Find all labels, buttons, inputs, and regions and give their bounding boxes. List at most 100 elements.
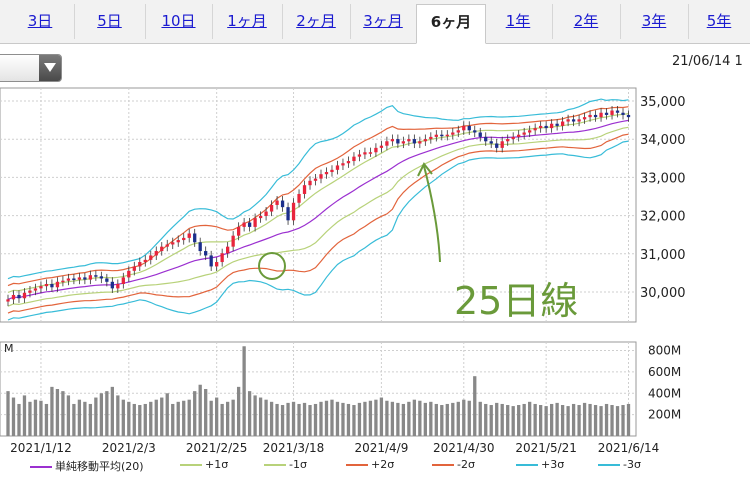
candle-body xyxy=(22,292,27,299)
candle-body xyxy=(560,121,565,126)
candle-body xyxy=(418,141,422,144)
candle-body xyxy=(121,277,125,284)
chart-type-select[interactable] xyxy=(0,54,62,82)
volume-bar xyxy=(434,403,438,436)
volume-bar xyxy=(610,405,614,436)
band-plus2-line xyxy=(7,106,629,287)
chevron-down-icon xyxy=(44,63,56,72)
volume-unit-label: M xyxy=(4,342,14,355)
volume-bar xyxy=(116,395,120,436)
volume-bar xyxy=(390,401,395,436)
volume-bar xyxy=(33,399,38,436)
tab-3[interactable]: 10日 xyxy=(145,4,213,39)
candle-body xyxy=(341,163,345,166)
x-tick-label: 2021/5/21 xyxy=(515,441,577,455)
volume-bar xyxy=(204,389,208,436)
volume-bar xyxy=(127,401,131,436)
candle-body xyxy=(445,134,449,137)
volume-bar xyxy=(226,401,230,436)
candle-body xyxy=(291,202,296,221)
volume-bar xyxy=(407,401,411,436)
volume-bar xyxy=(269,401,274,436)
volume-bar xyxy=(44,403,49,436)
tab-4[interactable]: 1ヶ月 xyxy=(212,4,283,39)
period-tab-bar: 3日 5日 10日 1ヶ月 2ヶ月 3ヶ月 6ヶ月 1年 2年 3年 5年 xyxy=(0,0,750,44)
candle-body xyxy=(423,139,427,142)
band-plus1-line xyxy=(7,113,629,294)
price-tick-label: 30,000 xyxy=(640,286,686,301)
volume-bar xyxy=(17,403,21,436)
tab-2[interactable]: 5日 xyxy=(74,4,146,39)
volume-bar xyxy=(352,405,356,436)
candle-body xyxy=(258,215,263,219)
volume-bar xyxy=(154,399,158,436)
band-minus3-line xyxy=(7,140,629,321)
volume-bar xyxy=(11,397,16,436)
candle-body xyxy=(379,145,384,148)
tab-11[interactable]: 5年 xyxy=(688,4,750,39)
candle-body xyxy=(401,141,406,144)
volume-bar xyxy=(363,401,367,436)
tab-9[interactable]: 2年 xyxy=(552,4,621,39)
candle-body xyxy=(83,277,87,280)
candle-body xyxy=(539,125,543,129)
candle-body xyxy=(17,294,21,299)
tab-7[interactable]: 6ヶ月 xyxy=(416,4,486,44)
tab-5[interactable]: 2ヶ月 xyxy=(282,4,351,39)
volume-bar xyxy=(445,403,449,436)
candle-body xyxy=(61,280,65,283)
candle-body xyxy=(544,125,548,129)
legend-label: 単純移動平均(20) xyxy=(55,460,144,473)
volume-bar xyxy=(171,403,175,436)
volume-bar xyxy=(247,391,252,436)
candle-body xyxy=(456,130,460,133)
volume-bar xyxy=(291,401,296,436)
candle-body xyxy=(209,255,213,267)
candle-body xyxy=(236,226,241,236)
volume-bar xyxy=(593,405,598,436)
candle-body xyxy=(66,278,71,281)
volume-bar xyxy=(577,405,581,436)
annotation-25day-line: 25日線 xyxy=(454,279,579,323)
candle-body xyxy=(517,134,521,137)
candle-body xyxy=(478,132,482,137)
candle-body xyxy=(549,123,554,129)
volume-bar xyxy=(324,400,329,436)
legend-item: -1σ xyxy=(264,458,307,471)
candle-body xyxy=(127,270,131,278)
candle-body xyxy=(138,262,142,267)
legend-label: +2σ xyxy=(371,458,395,471)
volume-bar xyxy=(160,397,164,436)
volume-bar xyxy=(495,402,499,436)
volume-bar xyxy=(319,401,323,436)
x-tick-label: 2021/1/12 xyxy=(10,441,72,455)
volume-bar xyxy=(621,405,625,436)
candle-body xyxy=(6,299,10,302)
candle-body xyxy=(280,200,285,208)
volume-bar xyxy=(242,346,246,436)
legend-swatch xyxy=(516,464,538,466)
volume-bar xyxy=(275,403,279,436)
price-tick-label: 31,000 xyxy=(640,248,686,263)
tab-10[interactable]: 3年 xyxy=(620,4,689,39)
candle-body xyxy=(407,139,411,142)
dropdown-arrow-button[interactable] xyxy=(39,55,61,81)
tab-8[interactable]: 1年 xyxy=(484,4,553,39)
volume-bar xyxy=(571,403,576,436)
candle-body xyxy=(253,218,257,227)
volume-bar xyxy=(539,405,543,436)
candle-body xyxy=(368,152,373,154)
candle-body xyxy=(302,185,307,194)
volume-bar xyxy=(66,395,71,436)
candle-body xyxy=(94,275,98,277)
candle-body xyxy=(308,180,312,186)
legend-label: -3σ xyxy=(623,458,641,471)
volume-bar xyxy=(28,401,32,436)
volume-bar xyxy=(528,401,532,436)
tab-1[interactable]: 3日 xyxy=(6,4,75,39)
candle-body xyxy=(242,222,246,227)
candle-body xyxy=(275,200,279,205)
candle-body xyxy=(264,211,268,216)
candle-body xyxy=(390,139,395,142)
